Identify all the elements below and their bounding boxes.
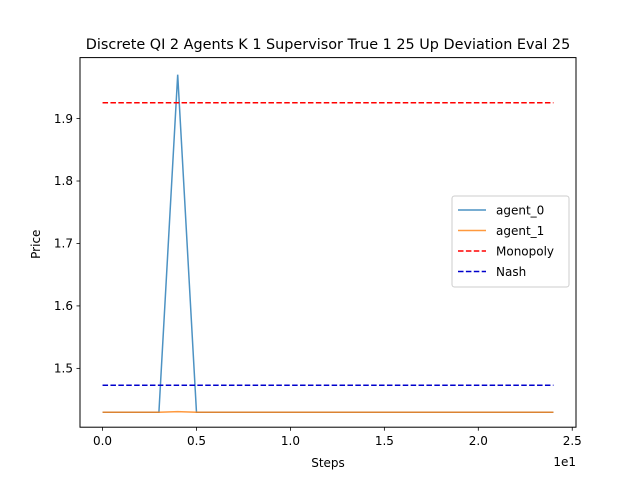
axes-frame <box>79 57 577 428</box>
legend-entry-label: agent_0 <box>496 203 544 217</box>
chart-title: Discrete QI 2 Agents K 1 Supervisor True… <box>86 37 570 53</box>
x-tick-label: 2.0 <box>469 434 488 448</box>
x-axis-label: Steps <box>311 456 345 470</box>
x-axis-offset-label: 1e1 <box>553 455 576 469</box>
x-tick-label: 0.5 <box>187 434 206 448</box>
x-tick-label: 1.0 <box>281 434 300 448</box>
x-tick-label: 0.0 <box>93 434 112 448</box>
legend-entry-label: agent_1 <box>496 224 544 238</box>
x-axis: 0.0 0.5 1.0 1.5 2.0 2.5 <box>93 427 582 448</box>
y-tick-label: 1.9 <box>54 112 73 126</box>
plot-area <box>102 74 554 414</box>
legend-entry-label: Nash <box>496 265 526 279</box>
legend-entry-label: Monopoly <box>496 244 554 258</box>
y-axis-label: Price <box>29 230 43 259</box>
legend: agent_0 agent_1 Monopoly Nash <box>451 195 570 288</box>
x-tick-label: 2.5 <box>563 434 582 448</box>
y-tick-label: 1.6 <box>54 299 73 313</box>
y-tick-label: 1.7 <box>54 237 73 251</box>
x-tick-label: 1.5 <box>375 434 394 448</box>
series-line-agent-1 <box>102 410 554 414</box>
y-axis: 1.5 1.6 1.7 1.8 1.9 <box>54 112 80 376</box>
y-tick-label: 1.5 <box>54 362 73 376</box>
y-tick-label: 1.8 <box>54 174 73 188</box>
legend-box <box>451 195 570 288</box>
